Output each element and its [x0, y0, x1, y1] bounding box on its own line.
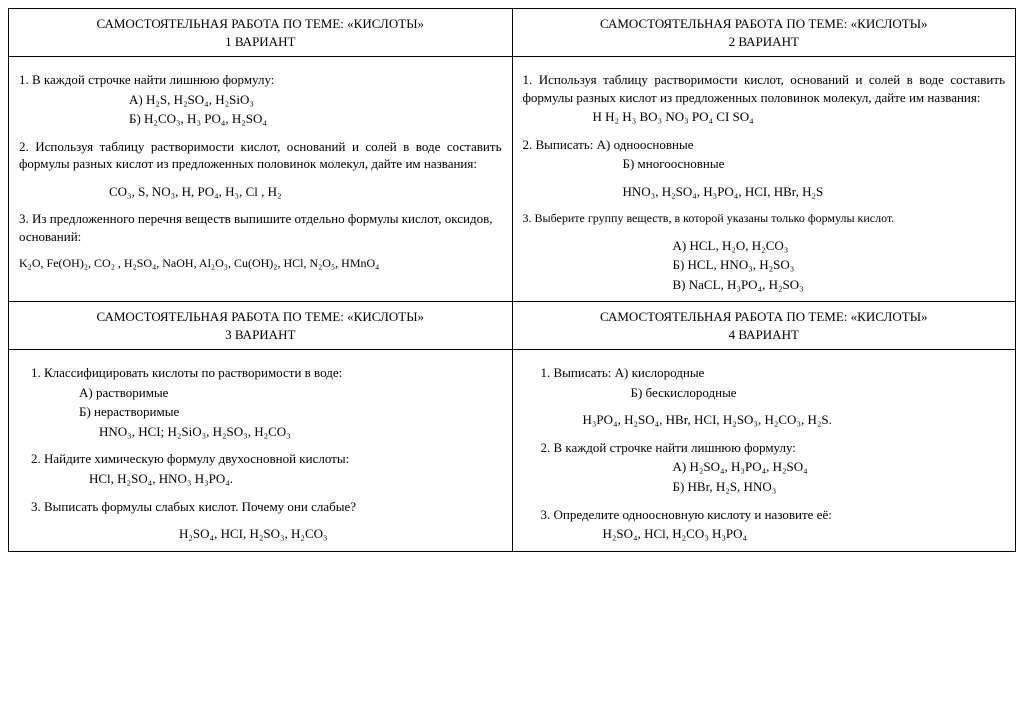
- q1-list: H H₂ H₃ BO₃ NO₃ PO₄ CI SO₄: [523, 108, 1006, 126]
- q1-list: HNO₃, HCI; H₂SiO₃, H₂SO₃, H₂CO₃: [19, 423, 502, 441]
- q3-list: H₂SO₄, HCI, H₂SO₃, H₂CO₃: [19, 525, 502, 543]
- q1: 1. Классифицировать кислоты по растворим…: [19, 364, 502, 382]
- subtitle: 3 ВАРИАНТ: [225, 327, 295, 342]
- q1: 1. Используя таблицу растворимости кисло…: [523, 71, 1006, 106]
- title: САМОСТОЯТЕЛЬНАЯ РАБОТА ПО ТЕМЕ: «КИСЛОТЫ…: [96, 309, 424, 324]
- q1-a: А) растворимые: [19, 384, 502, 402]
- title: САМОСТОЯТЕЛЬНАЯ РАБОТА ПО ТЕМЕ: «КИСЛОТЫ…: [600, 16, 928, 31]
- q2-list: CO₃, S, NO₃, H, PO₄, H₃, Cl , H₂: [19, 183, 502, 201]
- q1-b: Б) нерастворимые: [19, 403, 502, 421]
- q2-list: HCl, H₂SO₄, HNO₃ H₃PO₄.: [19, 470, 502, 488]
- cell-variant-2: 1. Используя таблицу растворимости кисло…: [512, 57, 1016, 302]
- q3-list: H₂SO₄, HCl, H₂CO₃ H₃PO₄: [523, 525, 1006, 543]
- q2-a: А) H₂SO₄, H₃PO₄, H₂SO₄: [523, 458, 1006, 476]
- q3: 3. Из предложенного перечня веществ выпи…: [19, 210, 502, 245]
- q3-c: В) NaCL, H₃PO₄, H₂SO₃: [523, 276, 1006, 294]
- q1-b: Б) бескислородные: [523, 384, 1006, 402]
- q1-a: 1. Выписать: А) кислородные: [523, 364, 1006, 382]
- q3: 3. Выберите группу веществ, в которой ук…: [523, 210, 1006, 226]
- q3-b: Б) HCL, HNO₃, H₂SO₃: [523, 256, 1006, 274]
- header-variant-2: САМОСТОЯТЕЛЬНАЯ РАБОТА ПО ТЕМЕ: «КИСЛОТЫ…: [512, 9, 1016, 57]
- q2-a: 2. Выписать: А) одноосновные: [523, 136, 1006, 154]
- q1-a: А) H₂S, H₂SO₄, H₂SiO₃: [19, 91, 502, 109]
- q2: 2. В каждой строчке найти лишнюю формулу…: [523, 439, 1006, 457]
- q2-list: HNO₃, H₂SO₄, H₃PO₄, HCI, HBr, H₂S: [523, 183, 1006, 201]
- q2-b: Б) многоосновные: [523, 155, 1006, 173]
- worksheet-table: САМОСТОЯТЕЛЬНАЯ РАБОТА ПО ТЕМЕ: «КИСЛОТЫ…: [8, 8, 1016, 552]
- header-variant-4: САМОСТОЯТЕЛЬНАЯ РАБОТА ПО ТЕМЕ: «КИСЛОТЫ…: [512, 302, 1016, 350]
- q2: 2. Используя таблицу растворимости кисло…: [19, 138, 502, 173]
- cell-variant-3: 1. Классифицировать кислоты по растворим…: [9, 350, 513, 551]
- q1: 1. В каждой строчке найти лишнюю формулу…: [19, 71, 502, 89]
- q1-b: Б) H₂CO₃, H₃ PO₄, H₂SO₄: [19, 110, 502, 128]
- subtitle: 4 ВАРИАНТ: [729, 327, 799, 342]
- title: САМОСТОЯТЕЛЬНАЯ РАБОТА ПО ТЕМЕ: «КИСЛОТЫ…: [600, 309, 928, 324]
- q2-b: Б) HBr, H₂S, HNO₃: [523, 478, 1006, 496]
- q3: 3. Выписать формулы слабых кислот. Почем…: [19, 498, 502, 516]
- subtitle: 1 ВАРИАНТ: [225, 34, 295, 49]
- cell-variant-4: 1. Выписать: А) кислородные Б) бескислор…: [512, 350, 1016, 551]
- title: САМОСТОЯТЕЛЬНАЯ РАБОТА ПО ТЕМЕ: «КИСЛОТЫ…: [96, 16, 424, 31]
- q1-list: H₃PO₄, H₂SO₄, HBr, HCI, H₂SO₃, H₂CO₃, H₂…: [523, 411, 1006, 429]
- header-variant-3: САМОСТОЯТЕЛЬНАЯ РАБОТА ПО ТЕМЕ: «КИСЛОТЫ…: [9, 302, 513, 350]
- q3-a: А) HCL, H₂O, H₂CO₃: [523, 237, 1006, 255]
- q3-list: K₂O, Fe(OH)₂, CO₂ , H₂SO₄, NaOH, Al₂O₃, …: [19, 255, 502, 271]
- q3: 3. Определите одноосновную кислоту и наз…: [523, 506, 1006, 524]
- q2: 2. Найдите химическую формулу двухосновн…: [19, 450, 502, 468]
- cell-variant-1: 1. В каждой строчке найти лишнюю формулу…: [9, 57, 513, 302]
- subtitle: 2 ВАРИАНТ: [729, 34, 799, 49]
- header-variant-1: САМОСТОЯТЕЛЬНАЯ РАБОТА ПО ТЕМЕ: «КИСЛОТЫ…: [9, 9, 513, 57]
